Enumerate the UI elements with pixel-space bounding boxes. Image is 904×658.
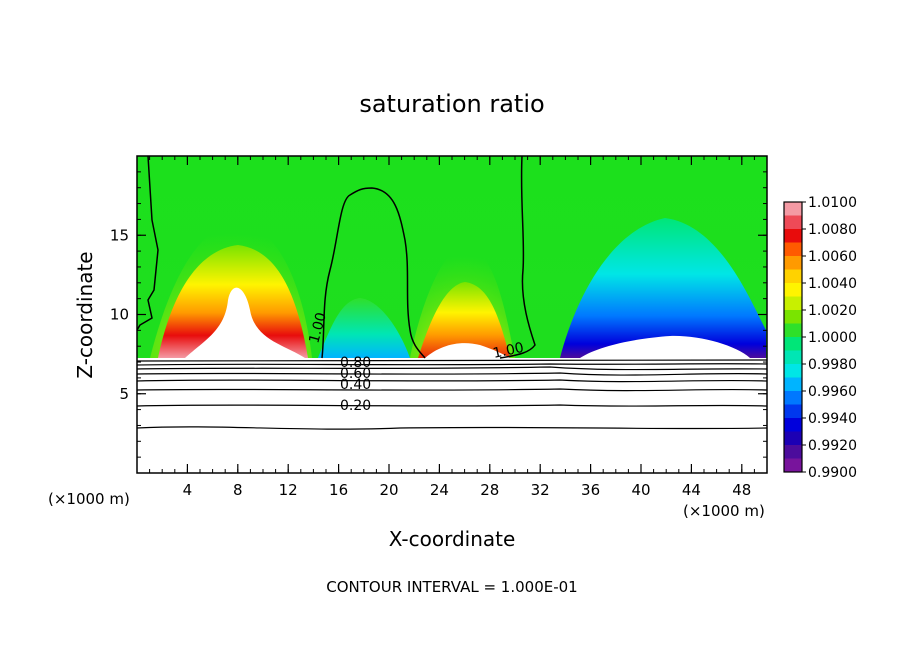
colorbar-label: 0.9900 [808,465,857,481]
y-axis-title: Z-coordinate [73,251,97,378]
white-bump-mid [425,343,510,358]
colorbar-label: 0.9920 [808,438,857,454]
contour-label: 0.20 [340,398,371,414]
colorbar-label: 0.9960 [808,384,857,400]
contour-label: 1.00 [492,340,526,362]
contour-interval-note: CONTOUR INTERVAL = 1.000E-01 [326,578,577,596]
colorbar-label: 0.9980 [808,357,857,373]
plot-area [137,156,767,473]
x-tick-label: 4 [183,481,193,499]
x-tick-label: 8 [233,481,243,499]
chart-title: saturation ratio [359,90,544,118]
colorbar-label: 1.0020 [808,303,857,319]
y-tick-label: 5 [119,385,129,403]
colorbar-swatch [784,404,802,419]
white-bump-right [580,335,750,358]
colorbar-swatch [784,377,802,392]
colorbar-swatch [784,350,802,365]
colorbar-swatch [784,445,802,459]
x-tick-label: 36 [581,481,600,499]
contour-line-left [137,156,159,331]
colorbar-label: 1.0100 [808,195,857,211]
colorbar-label: 1.0080 [808,222,857,238]
colorbar-swatch [784,256,802,270]
colorbar-swatch [784,269,802,284]
white-bump-left [185,287,305,358]
contour-label: 0.80 [340,355,371,371]
x-unit-right: (×1000 m) [683,502,765,520]
x-tick-label: 16 [329,481,348,499]
contour-label: 1.00 [306,311,330,345]
lower-region [137,358,767,473]
x-tick-label: 32 [531,481,550,499]
colorbar-swatch [784,242,802,257]
x-unit-left: (×1000 m) [48,490,130,508]
contour-label-group: 1.00 1.00 0.80 0.60 0.40 0.20 [306,311,525,414]
colorbar-label: 1.0000 [808,330,857,346]
colorbar-swatch [784,391,802,405]
x-tick-label: 20 [379,481,398,499]
colorbar-swatch [784,202,802,216]
colorbar-label: 1.0060 [808,249,857,265]
x-axis: 4 8 12 16 20 24 28 32 36 40 44 48 [149,156,755,499]
colorbar: 1.0100 1.0080 1.0060 1.0040 1.0020 1.0000 0.99… [783,195,857,481]
y-tick-label: 10 [110,306,129,324]
colorbar-swatch [784,458,802,473]
x-tick-label: 28 [480,481,499,499]
colorbar-swatch [784,337,802,351]
colorbar-swatch [784,323,802,338]
contour-label: 0.40 [340,377,371,393]
colorbar-swatch [784,296,802,311]
colorbar-swatch [784,431,802,446]
colorbar-swatch [784,283,802,297]
x-tick-label: 44 [682,481,701,499]
colorbar-swatch [784,215,802,230]
contour-line-dome [321,187,426,359]
colorbar-label: 1.0040 [808,276,857,292]
x-tick-label: 48 [732,481,751,499]
contour-line-right [499,156,536,359]
y-tick-label: 15 [110,226,129,244]
colorbar-swatch [784,310,802,324]
contour-label: 0.60 [340,366,371,382]
stable-layer-contours [137,359,767,430]
x-tick-label: 12 [279,481,298,499]
x-axis-title: X-coordinate [389,527,516,551]
colorbar-swatch [784,229,802,243]
colorbar-swatch [784,364,802,378]
warm-core-mid [418,282,510,358]
colorbar-label: 0.9940 [808,411,857,427]
x-tick-label: 40 [631,481,650,499]
y-axis: 5 10 15 [110,171,767,458]
cool-region-right [560,218,766,358]
colorbar-swatch [784,418,802,432]
x-tick-label: 24 [430,481,449,499]
cool-tongue-mid [318,298,410,358]
